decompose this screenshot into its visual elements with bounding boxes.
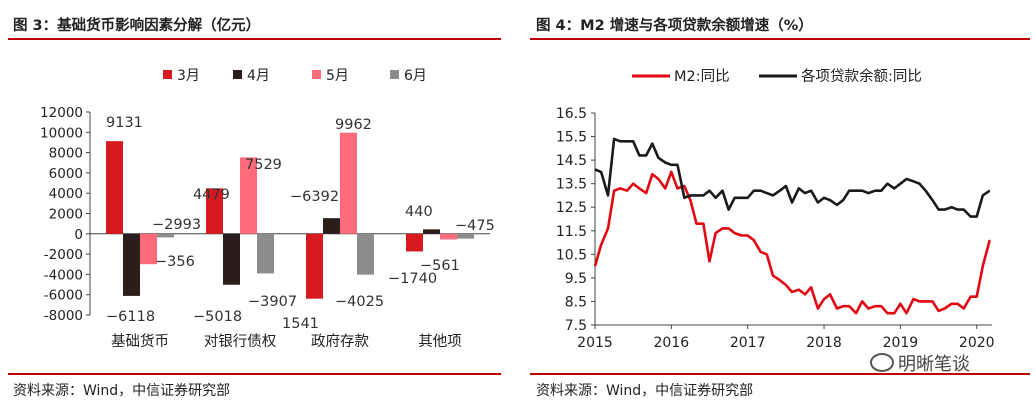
data-label-4-3: −561 <box>420 258 460 274</box>
right-source-rule <box>530 373 1030 375</box>
data-label-2-4: −3907 <box>248 294 297 310</box>
left-chart-panel: 图 3：基础货币影响因素分解（亿元） 3月 4月 5月 6月 -8000 -6000 -40… <box>0 0 505 408</box>
y-tick-label: -8000 <box>44 308 83 324</box>
y-tick-label: 8.5 <box>565 294 587 310</box>
left-title-rule <box>8 38 501 40</box>
x-tick-label: 2020 <box>959 335 995 351</box>
bar-3-3 <box>340 132 357 234</box>
legend-label-2: 4月 <box>247 68 270 84</box>
left-chart-title: 图 3：基础货币影响因素分解（亿元） <box>13 18 261 34</box>
bar-2-3 <box>240 157 257 234</box>
y-tick-label: 9.5 <box>565 271 587 287</box>
data-label-4-2: 440 <box>405 204 433 220</box>
bar-3-2 <box>323 218 340 234</box>
y-tick-label: 0 <box>74 227 83 243</box>
data-label-3-1: −6392 <box>290 189 339 205</box>
right-line-chart: M2:同比 各项贷款余额:同比 7.5 8.5 9.5 10.5 11.5 12.5 13.5 1… <box>556 67 995 351</box>
right-chart-panel: 图 4：M2 增速与各项贷款余额增速（%） M2:同比 各项贷款余额:同比 7.5 8… <box>522 0 1036 408</box>
bar-4-3 <box>440 233 457 240</box>
x-category-label: 对银行债权 <box>204 333 277 350</box>
x-tick-label: 2017 <box>730 335 766 351</box>
y-tick-label: 13.5 <box>556 177 587 193</box>
y-tick-label: 10.5 <box>556 247 587 263</box>
bar-1-3 <box>140 233 157 265</box>
data-label-4-1: −1740 <box>388 271 437 287</box>
legend-swatch-3 <box>312 70 321 79</box>
x-tick-label: 2019 <box>883 335 919 351</box>
bar-1-2 <box>123 233 140 296</box>
legend-label-2: 各项贷款余额:同比 <box>801 67 922 85</box>
data-label-1-2: −6118 <box>106 309 155 325</box>
y-tick-label: -4000 <box>44 267 83 283</box>
y-tick-label: 12000 <box>40 105 83 121</box>
x-category-label: 其他项 <box>418 333 462 350</box>
y-tick-label: 8000 <box>49 146 83 162</box>
right-chart-source: 资料来源：Wind，中信证券研究部 <box>536 383 754 399</box>
right-chart-title: 图 4：M2 增速与各项贷款余额增速（%） <box>536 18 813 34</box>
data-label-1-3: −2993 <box>152 217 201 233</box>
y-tick-label: -2000 <box>44 247 83 263</box>
bar-1-1 <box>106 141 123 234</box>
bar-1-4 <box>157 233 174 238</box>
wechat-icon <box>870 353 894 372</box>
y-tick-label: 6000 <box>49 166 83 182</box>
bar-2-1 <box>206 188 223 234</box>
series-line-2 <box>594 137 991 218</box>
y-tick-label: 15.5 <box>556 130 587 146</box>
right-title-rule <box>530 38 1030 40</box>
x-tick-label: 2018 <box>806 335 842 351</box>
watermark: 明晰笔谈 <box>870 350 970 376</box>
bar-4-2 <box>423 229 440 234</box>
y-tick-label: 4000 <box>49 186 83 202</box>
data-label-3-4: −4025 <box>335 294 384 310</box>
legend-label-1: M2:同比 <box>674 68 730 85</box>
data-label-3-3: 9962 <box>335 117 372 133</box>
y-tick-label: 16.5 <box>556 106 587 122</box>
data-label-2-1: 4479 <box>193 187 230 203</box>
data-label-1-4: −356 <box>155 254 195 270</box>
data-label-4-4: −475 <box>455 218 495 234</box>
x-category-label: 政府存款 <box>311 333 369 350</box>
legend-swatch-2 <box>233 70 242 79</box>
y-tick-label: 10000 <box>40 125 83 141</box>
data-label-2-3: 7529 <box>245 157 282 173</box>
legend-label-4: 6月 <box>404 68 427 84</box>
x-tick-label: 2015 <box>577 335 613 351</box>
y-tick-label: 11.5 <box>556 224 587 240</box>
data-label-2-2: −5018 <box>193 309 242 325</box>
y-tick-label: 12.5 <box>556 200 587 216</box>
x-tick-label: 2016 <box>654 335 690 351</box>
data-label-1-1: 9131 <box>106 115 143 131</box>
left-chart-source: 资料来源：Wind，中信证券研究部 <box>13 383 231 399</box>
bar-4-1 <box>406 233 423 252</box>
bar-3-1 <box>306 233 323 299</box>
legend-swatch-1 <box>163 70 172 79</box>
bar-2-4 <box>257 233 274 274</box>
legend-swatch-4 <box>390 70 399 79</box>
bar-4-4 <box>457 233 474 239</box>
left-source-rule <box>8 373 501 375</box>
bar-3-4 <box>357 233 374 275</box>
y-tick-label: -6000 <box>44 288 83 304</box>
x-category-label: 基础货币 <box>111 333 169 350</box>
y-tick-label: 14.5 <box>556 153 587 169</box>
series-line-1 <box>593 170 991 315</box>
y-tick-label: 7.5 <box>565 318 587 334</box>
legend-label-1: 3月 <box>177 68 200 84</box>
watermark-text: 明晰笔谈 <box>898 354 970 375</box>
y-tick-label: 2000 <box>49 207 83 223</box>
left-bar-chart: 3月 4月 5月 6月 -8000 -6000 -4000 -2000 0 2000 4000 600… <box>40 68 495 350</box>
bar-2-2 <box>223 233 240 285</box>
data-label-3-2: 1541 <box>282 316 319 332</box>
legend-label-3: 5月 <box>326 68 349 84</box>
